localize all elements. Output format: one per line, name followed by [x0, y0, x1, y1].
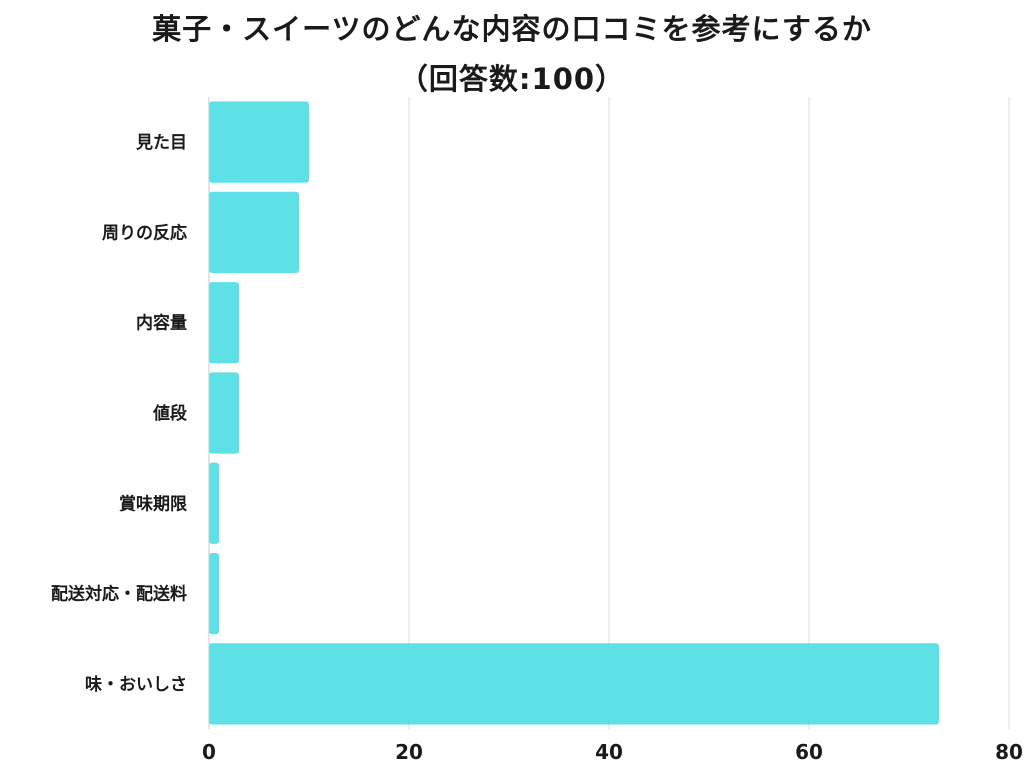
- bar: [209, 191, 299, 274]
- category-label: 味・おいしさ: [85, 674, 187, 695]
- x-tick-label: 80: [995, 740, 1023, 764]
- bar: [209, 372, 239, 454]
- category-label: 見た目: [135, 133, 187, 153]
- x-tick-label: 0: [202, 740, 216, 764]
- x-tick-label: 60: [795, 740, 823, 764]
- x-tick-label: 40: [595, 740, 623, 764]
- bar: [209, 101, 309, 183]
- bar: [209, 552, 219, 635]
- chart-title: 菓子・スイーツのどんな内容の口コミを参考にするか: [152, 12, 872, 46]
- bar: [209, 282, 239, 364]
- chart-subtitle: （回答数:100）: [398, 62, 626, 96]
- x-tick-label: 20: [395, 740, 423, 764]
- category-label: 周りの反応: [102, 222, 187, 243]
- bar: [209, 462, 219, 544]
- bar: [209, 643, 939, 725]
- category-label: 値段: [152, 403, 187, 424]
- category-label: 賞味期限: [119, 493, 187, 514]
- category-label: 内容量: [136, 313, 187, 334]
- category-label: 配送対応・配送料: [51, 584, 187, 605]
